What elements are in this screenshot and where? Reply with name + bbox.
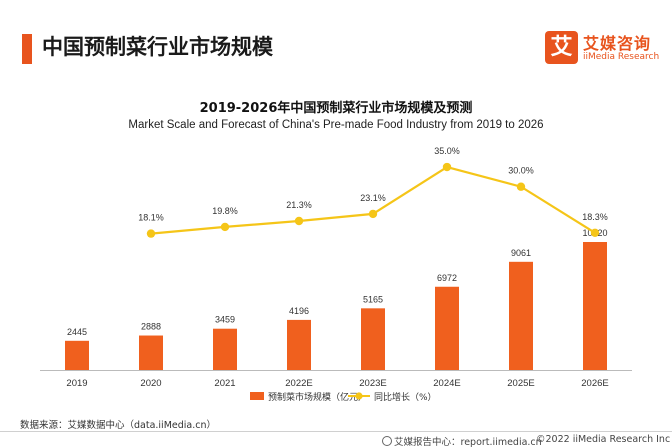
bar-2020: [139, 335, 163, 370]
bar-value-label: 3459: [215, 315, 235, 325]
legend-line-marker: [355, 392, 363, 400]
footer-report-center: 艾媒报告中心：report.iimedia.cn: [382, 434, 542, 447]
growth-value-label: 18.3%: [582, 212, 608, 222]
bar-value-label: 2445: [67, 327, 87, 337]
bar-2023E: [361, 308, 385, 370]
x-tick-label: 2026E: [581, 378, 608, 389]
x-tick-label: 2023E: [359, 378, 386, 389]
bar-value-label: 6972: [437, 273, 457, 283]
growth-value-label: 21.3%: [286, 200, 312, 210]
logo-name-en: iiMedia Research: [583, 52, 660, 62]
bar-value-label: 9061: [511, 248, 531, 258]
growth-point-2026E: [590, 228, 600, 238]
bar-2025E: [509, 261, 533, 370]
bar-2019: [65, 340, 89, 370]
bar-2021: [213, 328, 237, 370]
growth-point-2024E: [442, 162, 452, 172]
chart-subtitle: Market Scale and Forecast of China's Pre…: [128, 119, 544, 131]
growth-point-2020: [146, 229, 156, 238]
title-accent-bar: [22, 34, 32, 64]
growth-value-label: 35.0%: [434, 146, 460, 156]
growth-value-label: 30.0%: [508, 166, 534, 176]
brand-logo: 艾 艾媒咨询 iiMedia Research: [545, 30, 660, 66]
footer-report-text: 艾媒报告中心：report.iimedia.cn: [394, 437, 542, 447]
x-tick-label: 2019: [66, 378, 87, 389]
growth-point-2023E: [368, 209, 378, 219]
growth-value-label: 18.1%: [138, 213, 164, 223]
footer-divider: [0, 431, 672, 432]
bar-2024E: [435, 286, 459, 370]
x-tick-label: 2020: [140, 378, 161, 389]
page-title: 中国预制菜行业市场规模: [42, 35, 273, 59]
chart-title: 2019-2026年中国预制菜行业市场规模及预测: [199, 101, 473, 116]
legend-bar-label: 预制菜市场规模（亿元）: [268, 391, 367, 403]
legend-line-label: 同比增长（%）: [374, 391, 437, 403]
logo-mark-icon: 艾: [545, 31, 578, 64]
data-source: 数据来源：艾媒数据中心（data.iiMedia.cn）: [20, 420, 216, 431]
x-tick-label: 2025E: [507, 378, 534, 389]
bar-2026E: [583, 242, 607, 370]
growth-point-2021: [220, 222, 230, 232]
logo-name-cn: 艾媒咨询: [583, 34, 652, 53]
x-tick-label: 2022E: [285, 378, 312, 389]
legend-bar-swatch: [250, 392, 264, 400]
bar-value-label: 2888: [141, 322, 161, 332]
bar-value-label: 4196: [289, 306, 309, 316]
growth-value-label: 19.8%: [212, 206, 238, 216]
growth-value-label: 23.1%: [360, 193, 386, 203]
bar-value-label: 5165: [363, 294, 383, 304]
growth-point-2022E: [294, 216, 304, 226]
footer-copyright: ©2022 iiMedia Research Inc: [536, 434, 671, 445]
x-tick-label: 2021: [214, 378, 235, 389]
bar-2022E: [287, 319, 311, 370]
globe-icon: [382, 436, 392, 446]
growth-point-2025E: [516, 182, 526, 191]
x-tick-label: 2024E: [433, 378, 460, 389]
